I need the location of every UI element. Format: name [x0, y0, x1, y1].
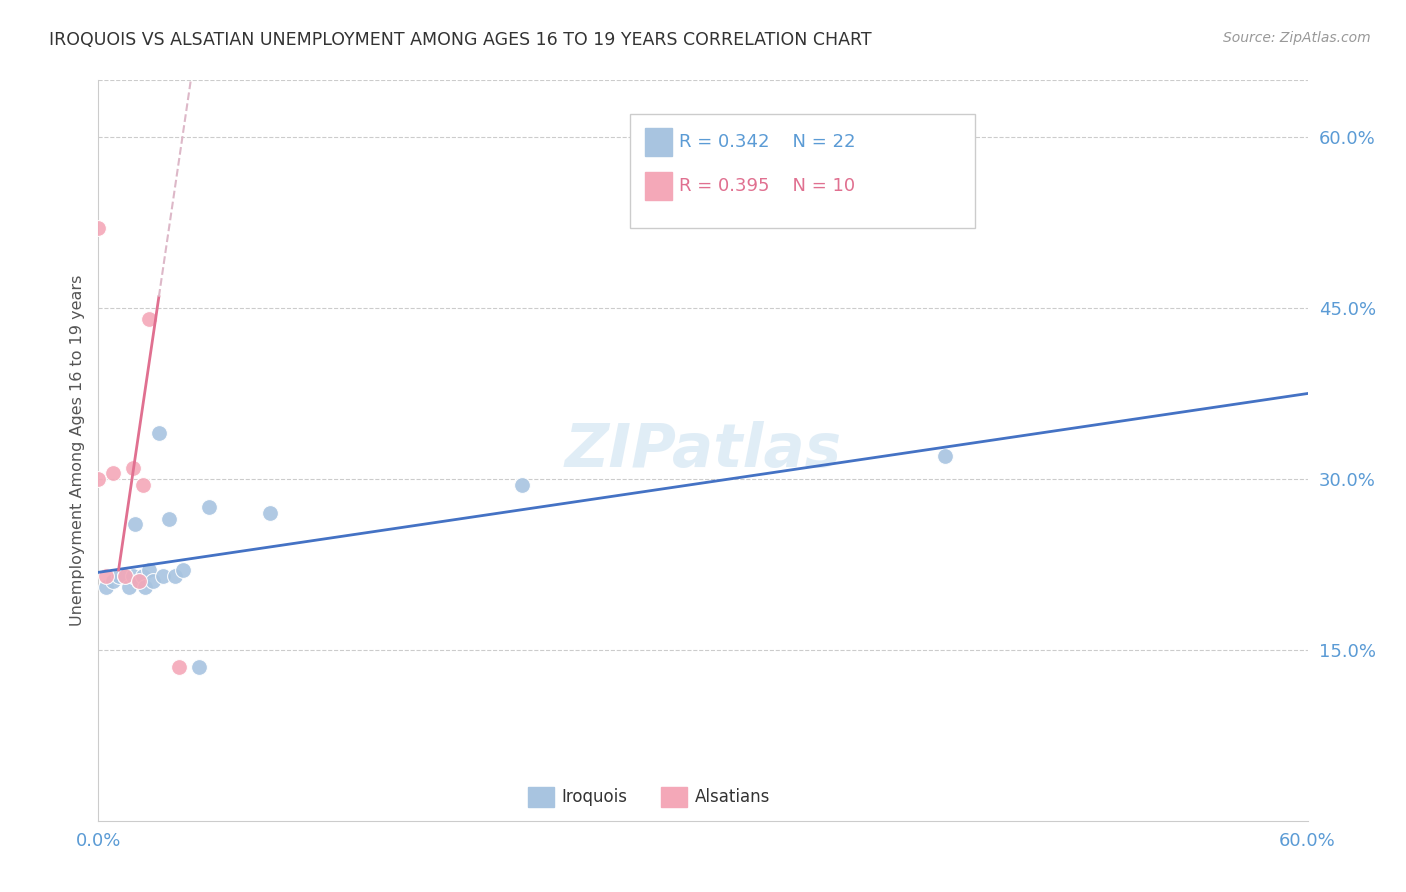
Point — [148, 426, 170, 441]
FancyBboxPatch shape — [630, 113, 976, 228]
Point — [152, 568, 174, 582]
Point — [96, 568, 118, 582]
Point — [87, 221, 110, 235]
Point — [107, 568, 129, 582]
Point — [934, 449, 956, 463]
Text: R = 0.395    N = 10: R = 0.395 N = 10 — [679, 178, 855, 195]
Point — [172, 563, 194, 577]
Point — [121, 460, 143, 475]
Bar — [645, 172, 672, 200]
Bar — [527, 787, 554, 807]
Point — [114, 568, 136, 582]
Point — [101, 467, 124, 481]
Text: Source: ZipAtlas.com: Source: ZipAtlas.com — [1223, 31, 1371, 45]
Point — [87, 472, 110, 486]
Point — [163, 568, 186, 582]
Point — [132, 477, 155, 491]
Y-axis label: Unemployment Among Ages 16 to 19 years: Unemployment Among Ages 16 to 19 years — [69, 275, 84, 626]
Point — [128, 574, 150, 589]
Point — [259, 506, 281, 520]
Point — [101, 574, 124, 589]
Point — [96, 580, 118, 594]
Bar — [661, 787, 688, 807]
Point — [121, 568, 143, 582]
Point — [138, 312, 160, 326]
Point — [142, 574, 165, 589]
Text: ZIPatlas: ZIPatlas — [564, 421, 842, 480]
Point — [198, 500, 221, 515]
Point — [188, 660, 211, 674]
Point — [510, 477, 533, 491]
Point — [128, 574, 150, 589]
Point — [134, 580, 156, 594]
Point — [132, 568, 155, 582]
Point — [118, 580, 141, 594]
Point — [124, 517, 146, 532]
Text: IROQUOIS VS ALSATIAN UNEMPLOYMENT AMONG AGES 16 TO 19 YEARS CORRELATION CHART: IROQUOIS VS ALSATIAN UNEMPLOYMENT AMONG … — [49, 31, 872, 49]
Point — [167, 660, 190, 674]
Text: R = 0.342    N = 22: R = 0.342 N = 22 — [679, 133, 855, 151]
Point — [138, 563, 160, 577]
Bar — [645, 128, 672, 156]
Text: Alsatians: Alsatians — [695, 788, 770, 806]
Point — [114, 568, 136, 582]
Text: Iroquois: Iroquois — [561, 788, 627, 806]
Point — [157, 512, 180, 526]
